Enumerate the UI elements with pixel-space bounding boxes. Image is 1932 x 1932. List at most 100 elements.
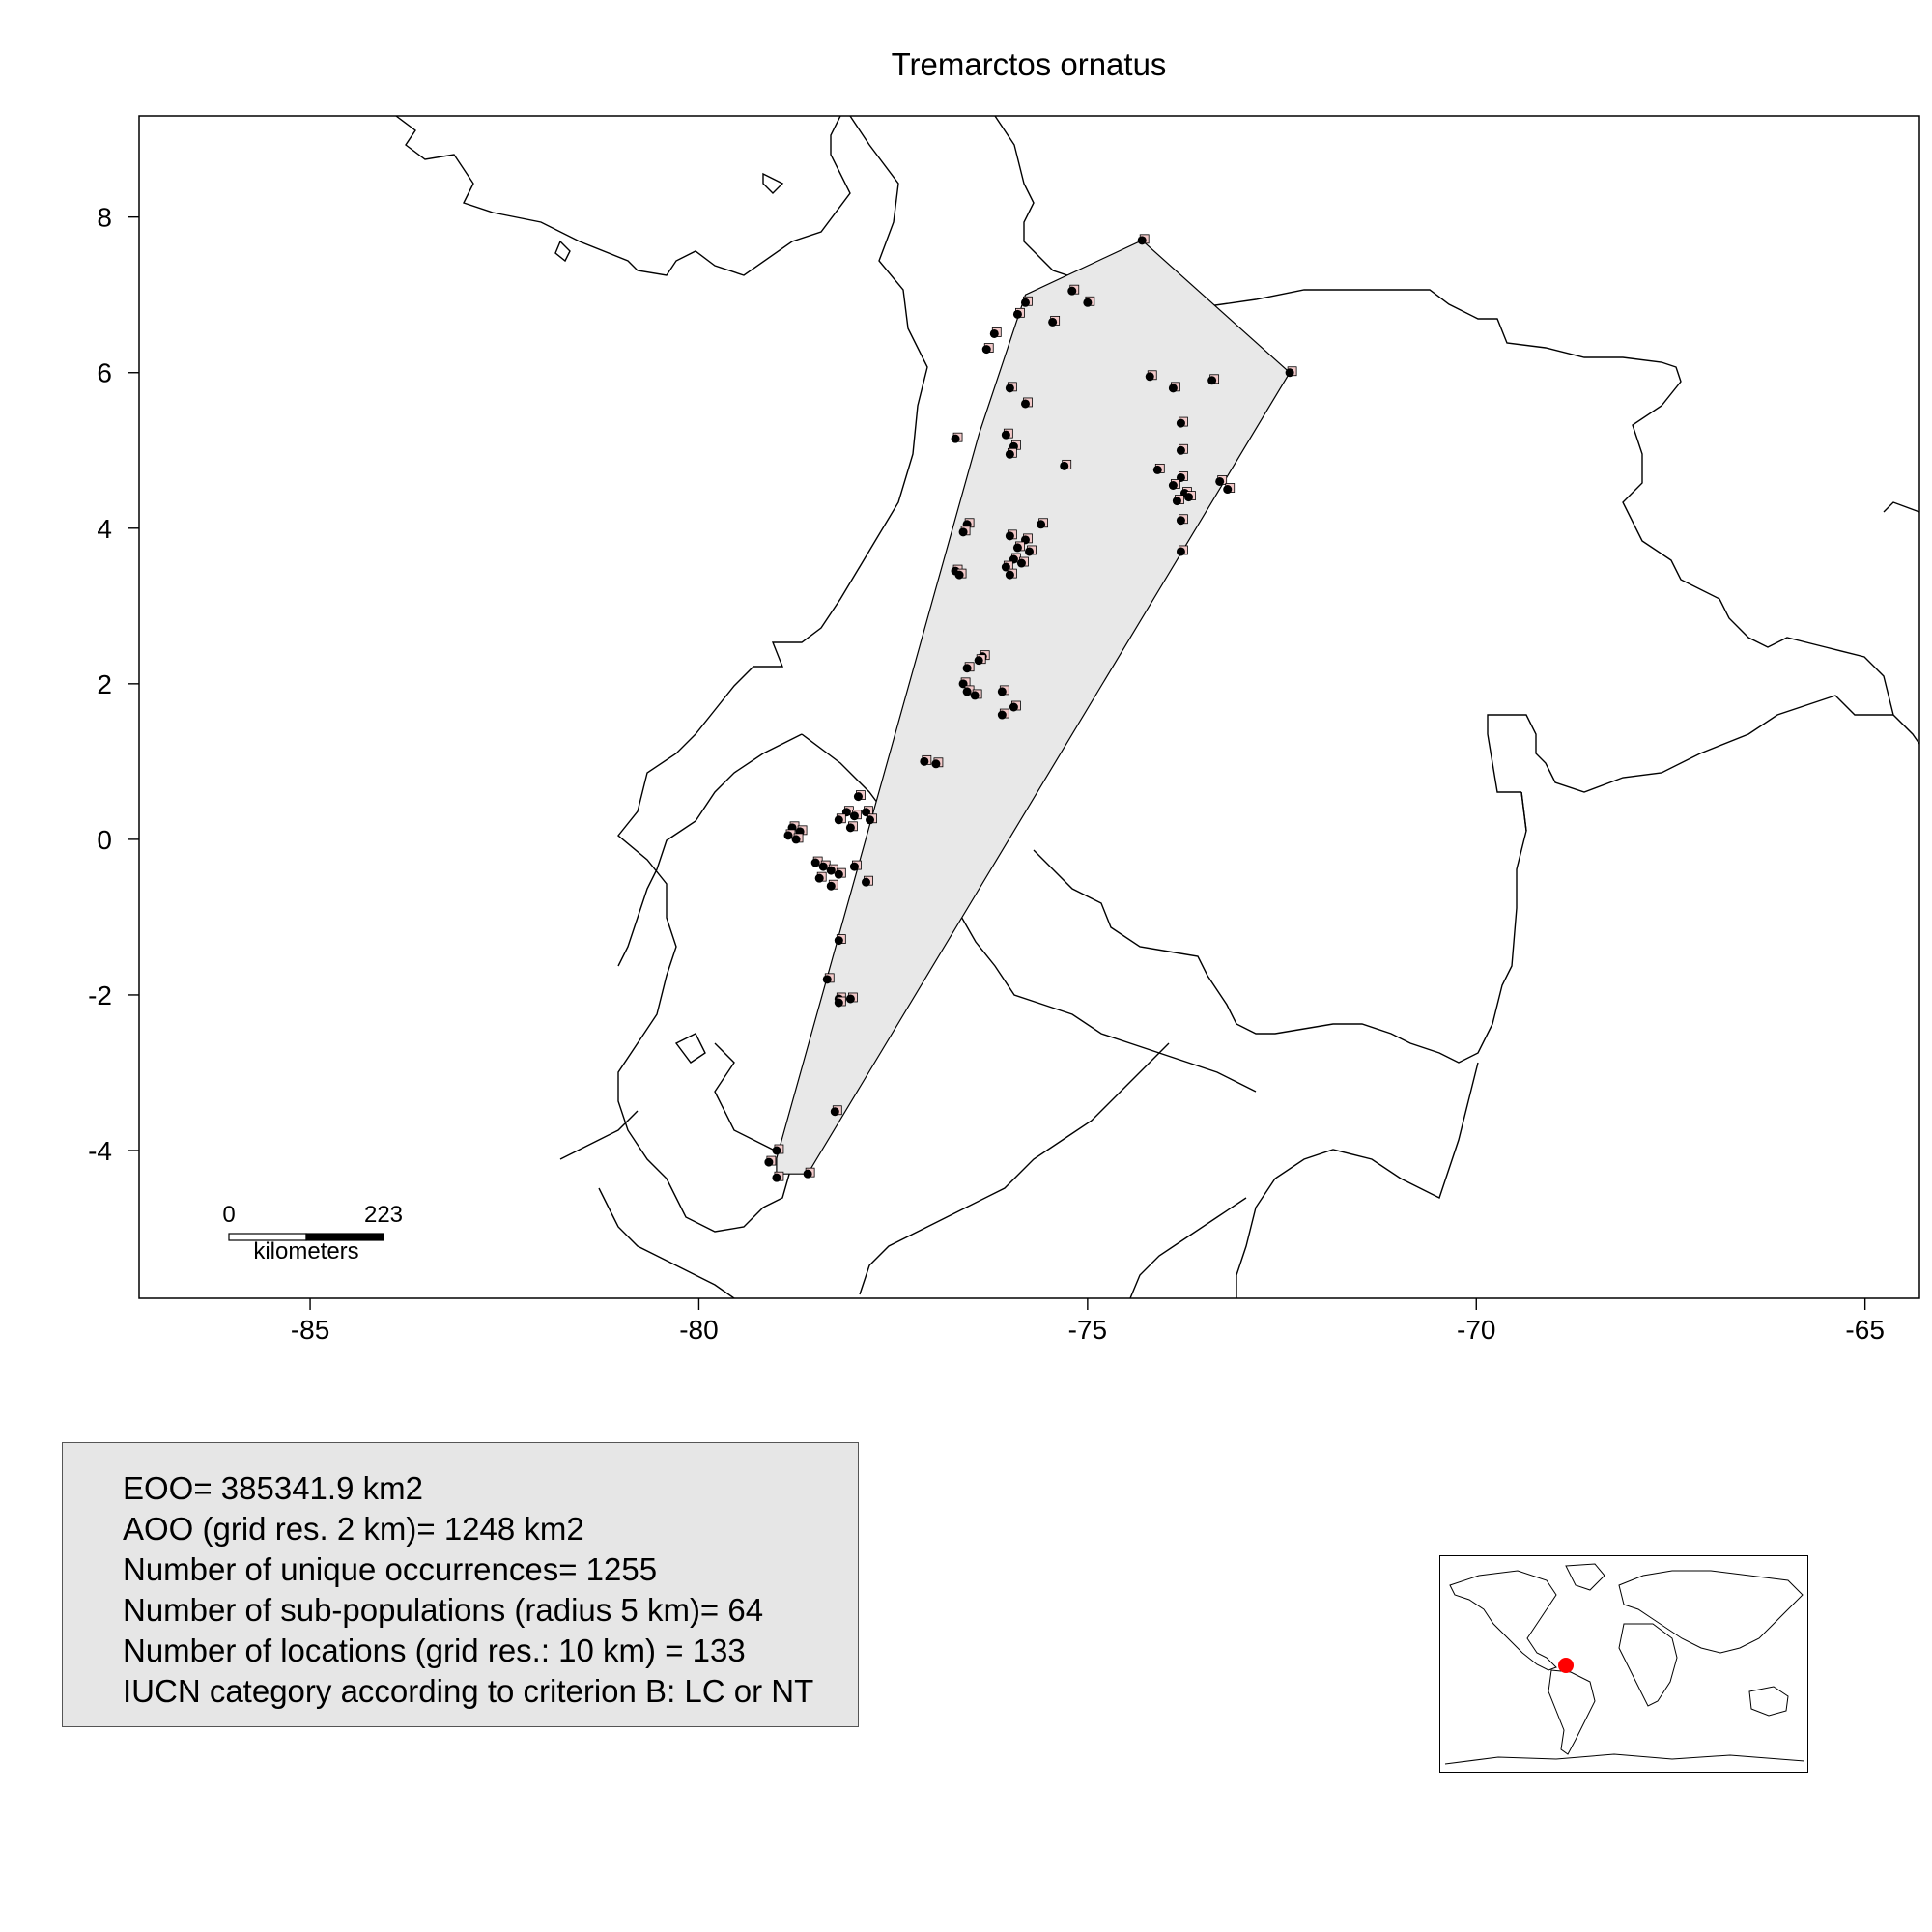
occurrence-point (997, 710, 1007, 720)
occurrence-point (1168, 481, 1178, 490)
occurrence-point (1176, 445, 1185, 455)
occurrence-point (1215, 476, 1225, 486)
y-tick-label: 6 (97, 358, 112, 388)
stat-aoo: AOO (grid res. 2 km)= 1248 km2 (123, 1511, 584, 1547)
occurrence-point (772, 1146, 781, 1155)
occurrence-point (849, 862, 859, 871)
occurrence-point (951, 434, 960, 443)
occurrence-point (1009, 702, 1018, 712)
occurrence-point (1208, 376, 1217, 385)
occurrence-point (954, 570, 964, 580)
occurrence-point (1048, 317, 1058, 327)
occurrence-point (853, 792, 863, 802)
y-tick-label: 2 (97, 669, 112, 699)
occurrence-point (1183, 493, 1193, 502)
y-tick-label: 4 (97, 514, 112, 544)
occurrence-point (1223, 485, 1233, 495)
y-tick-label: -2 (88, 980, 112, 1010)
world-inset-map (1439, 1555, 1808, 1773)
inset-south-america (1548, 1669, 1596, 1755)
occurrence-point (1025, 547, 1034, 556)
occurrence-point (970, 691, 980, 700)
occurrence-point (834, 869, 843, 879)
occurrence-point (931, 759, 941, 769)
occurrence-point (764, 1157, 774, 1167)
occurrence-point (803, 1169, 812, 1179)
occurrence-point (845, 994, 855, 1004)
occurrence-point (866, 815, 875, 825)
scale-bar-start-label: 0 (222, 1202, 235, 1228)
world-inset-svg (1444, 1563, 1805, 1765)
occurrence-point (834, 998, 843, 1008)
inset-europe-asia (1618, 1570, 1804, 1654)
x-tick-label: -75 (1068, 1315, 1107, 1345)
occurrence-point (826, 866, 836, 875)
occurrence-point (1005, 449, 1014, 459)
occurrence-point (1176, 547, 1185, 556)
y-tick-label: 8 (97, 203, 112, 233)
occurrence-point (1172, 497, 1181, 506)
occurrence-point (1137, 236, 1147, 245)
occurrence-point (974, 656, 983, 666)
stats-box: EOO= 385341.9 km2 AOO (grid res. 2 km)= … (62, 1442, 859, 1727)
occurrence-point (920, 756, 929, 766)
inset-antarctica (1444, 1753, 1805, 1765)
occurrence-point (1005, 570, 1014, 580)
occurrence-point (849, 811, 859, 821)
occurrence-point (981, 345, 991, 355)
occurrence-point (1176, 516, 1185, 526)
occurrence-point (834, 815, 843, 825)
occurrence-point (1067, 286, 1077, 296)
scale-bar-black-segment (305, 1233, 384, 1241)
occurrence-point (1012, 309, 1022, 319)
occurrence-point (1020, 298, 1030, 307)
occurrence-point (1037, 520, 1046, 529)
stat-iucn-category: IUCN category according to criterion B: … (123, 1673, 814, 1709)
occurrence-point (1152, 465, 1162, 474)
axes: -85 -80 -75 -70 -65 8 6 4 2 0 -2 -4 (88, 203, 1885, 1345)
occurrence-point (814, 873, 824, 883)
occurrence-points (764, 234, 1297, 1182)
occurrence-point (1016, 558, 1026, 568)
occurrence-point (962, 664, 972, 673)
stat-unique-occurrences: Number of unique occurrences= 1255 (123, 1551, 658, 1587)
occurrence-point (810, 858, 820, 867)
occurrence-point (826, 881, 836, 891)
occurrence-point (962, 687, 972, 696)
occurrence-point (830, 1107, 839, 1117)
occurrence-point (1285, 368, 1294, 378)
occurrence-point (834, 936, 843, 946)
map-frame (138, 115, 1920, 1299)
x-tick-label: -65 (1845, 1315, 1884, 1345)
occurrence-point (1145, 372, 1154, 382)
occurrence-point (1176, 418, 1185, 428)
occurrence-point (1012, 543, 1022, 553)
occurrence-point (958, 527, 968, 537)
occurrence-point (1005, 531, 1014, 541)
occurrence-point (822, 975, 832, 984)
occurrence-point (1005, 384, 1014, 393)
x-tick-label: -80 (679, 1315, 718, 1345)
x-tick-label: -85 (291, 1315, 329, 1345)
occurrence-point (989, 328, 999, 338)
scale-bar: 0 223 kilometers (222, 1202, 403, 1264)
inset-africa (1618, 1623, 1678, 1707)
inset-study-area-highlight (1558, 1658, 1574, 1673)
occurrence-point (1168, 384, 1178, 393)
occurrence-point (1020, 399, 1030, 409)
occurrence-point (791, 835, 801, 844)
occurrence-point (1083, 298, 1093, 307)
inset-australia (1748, 1686, 1789, 1717)
y-tick-label: 0 (97, 825, 112, 855)
occurrence-point (861, 877, 870, 887)
inset-north-america (1449, 1570, 1557, 1671)
chart-title: Tremarctos ornatus (891, 46, 1167, 82)
stat-eoo: EOO= 385341.9 km2 (123, 1470, 423, 1506)
occurrence-point (783, 831, 793, 840)
occurrence-point (818, 862, 828, 871)
scale-bar-unit-label: kilometers (253, 1238, 358, 1264)
stat-locations: Number of locations (grid res.: 10 km) =… (123, 1633, 746, 1668)
occurrence-point (1001, 430, 1010, 440)
x-tick-label: -70 (1457, 1315, 1495, 1345)
stat-sub-populations: Number of sub-populations (radius 5 km)=… (123, 1592, 764, 1628)
